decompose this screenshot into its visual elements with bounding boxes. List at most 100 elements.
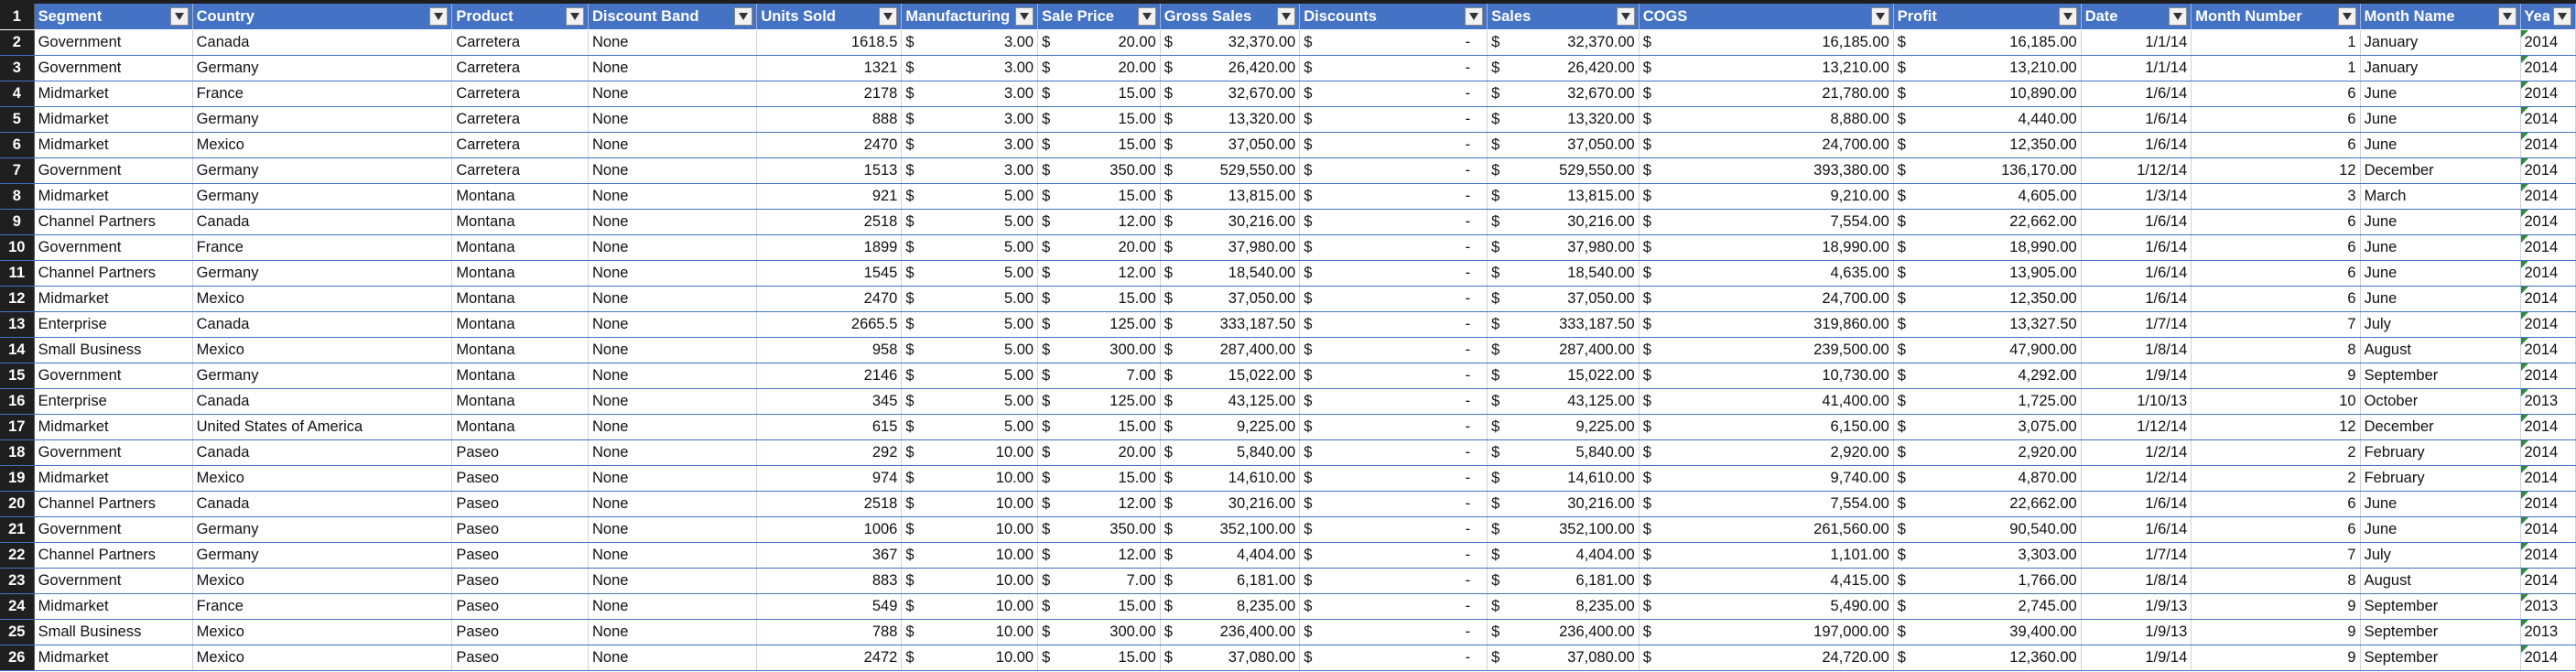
cell-date[interactable]: 1/12/14 [2082,415,2192,439]
cell-profit[interactable]: $13,905.00 [1894,261,2082,286]
cell-month-name[interactable]: September [2361,620,2521,645]
error-indicator-icon[interactable] [2520,492,2528,499]
cell-units-sold[interactable]: 1513 [757,158,903,183]
row-header[interactable]: 18 [0,440,35,465]
cell-sale-price[interactable]: $15.00 [1038,81,1161,106]
cell-units-sold[interactable]: 1321 [757,56,903,81]
cell-discount-band[interactable]: None [589,440,758,465]
cell-gross-sales[interactable]: $4,404.00 [1161,543,1301,568]
error-indicator-icon[interactable] [2520,56,2528,63]
cell-sale-price[interactable]: $15.00 [1038,466,1161,491]
cell-country[interactable]: Germany [193,517,453,542]
cell-discounts[interactable]: $ - [1300,56,1488,81]
cell-month-number[interactable]: 9 [2192,363,2361,388]
cell-manufacturing[interactable]: $10.00 [902,517,1039,542]
cell-segment[interactable]: Midmarket [35,287,193,311]
error-indicator-icon[interactable] [2520,363,2528,371]
cell-discount-band[interactable]: None [589,620,758,645]
cell-discount-band[interactable]: None [589,363,758,388]
cell-month-name[interactable]: January [2361,56,2521,81]
cell-gross-sales[interactable]: $529,550.00 [1161,158,1301,183]
cell-profit[interactable]: $12,350.00 [1894,287,2082,311]
cell-country[interactable]: France [193,235,453,260]
cell-units-sold[interactable]: 1545 [757,261,903,286]
row-header[interactable]: 11 [0,261,35,286]
cell-gross-sales[interactable]: $8,235.00 [1161,594,1301,619]
error-indicator-icon[interactable] [2520,645,2528,653]
cell-year[interactable]: 2014 [2520,107,2576,132]
cell-gross-sales[interactable]: $26,420.00 [1161,56,1301,81]
cell-sale-price[interactable]: $15.00 [1038,645,1161,670]
cell-units-sold[interactable]: 367 [757,543,903,568]
cell-date[interactable]: 1/6/14 [2082,107,2192,132]
cell-segment[interactable]: Channel Partners [35,261,193,286]
cell-segment[interactable]: Midmarket [35,81,193,106]
cell-date[interactable]: 1/6/14 [2082,261,2192,286]
filter-dropdown-icon[interactable] [734,7,753,26]
cell-discount-band[interactable]: None [589,415,758,439]
cell-year[interactable]: 2014 [2520,81,2576,106]
cell-month-number[interactable]: 10 [2192,389,2361,414]
cell-segment[interactable]: Midmarket [35,133,193,157]
cell-discounts[interactable]: $ - [1300,620,1488,645]
cell-year[interactable]: 2014 [2520,158,2576,183]
column-header-discounts[interactable]: Discounts [1300,4,1488,29]
cell-month-name[interactable]: July [2361,312,2521,337]
filter-dropdown-icon[interactable] [1277,7,1296,26]
row-header[interactable]: 22 [0,543,35,568]
cell-month-name[interactable]: October [2361,389,2521,414]
cell-gross-sales[interactable]: $37,080.00 [1161,645,1301,670]
cell-month-number[interactable]: 6 [2192,81,2361,106]
row-header[interactable]: 25 [0,620,35,645]
cell-manufacturing[interactable]: $10.00 [902,620,1039,645]
error-indicator-icon[interactable] [2520,440,2528,448]
cell-sale-price[interactable]: $7.00 [1038,569,1161,593]
cell-profit[interactable]: $13,327.50 [1894,312,2082,337]
cell-segment[interactable]: Government [35,56,193,81]
cell-discounts[interactable]: $ - [1300,363,1488,388]
cell-month-number[interactable]: 6 [2192,133,2361,157]
column-header-sales[interactable]: Sales [1488,4,1640,29]
cell-sale-price[interactable]: $300.00 [1038,338,1161,363]
cell-cogs[interactable]: $4,635.00 [1640,261,1894,286]
cell-date[interactable]: 1/6/14 [2082,287,2192,311]
cell-month-name[interactable]: January [2361,30,2521,55]
cell-profit[interactable]: $1,725.00 [1894,389,2082,414]
cell-cogs[interactable]: $2,920.00 [1640,440,1894,465]
cell-year[interactable]: 2013 [2520,594,2576,619]
cell-units-sold[interactable]: 2146 [757,363,903,388]
cell-profit[interactable]: $4,440.00 [1894,107,2082,132]
cell-discounts[interactable]: $ - [1300,415,1488,439]
cell-sale-price[interactable]: $350.00 [1038,158,1161,183]
cell-discounts[interactable]: $ - [1300,210,1488,234]
cell-units-sold[interactable]: 549 [757,594,903,619]
row-header[interactable]: 8 [0,184,35,209]
cell-discounts[interactable]: $ - [1300,440,1488,465]
cell-sales[interactable]: $529,550.00 [1488,158,1640,183]
error-indicator-icon[interactable] [2520,338,2528,345]
filter-dropdown-icon[interactable] [566,7,584,26]
cell-country[interactable]: Germany [193,261,453,286]
cell-product[interactable]: Montana [452,338,589,363]
cell-discount-band[interactable]: None [589,543,758,568]
cell-manufacturing[interactable]: $5.00 [902,235,1039,260]
cell-profit[interactable]: $4,292.00 [1894,363,2082,388]
cell-year[interactable]: 2014 [2520,287,2576,311]
cell-cogs[interactable]: $24,700.00 [1640,133,1894,157]
cell-product[interactable]: Montana [452,415,589,439]
cell-year[interactable]: 2014 [2520,543,2576,568]
cell-segment[interactable]: Government [35,363,193,388]
cell-profit[interactable]: $1,766.00 [1894,569,2082,593]
row-header[interactable]: 4 [0,81,35,106]
cell-cogs[interactable]: $21,780.00 [1640,81,1894,106]
cell-profit[interactable]: $12,350.00 [1894,133,2082,157]
column-header-discount-band[interactable]: Discount Band [589,4,758,29]
cell-manufacturing[interactable]: $10.00 [902,492,1039,516]
error-indicator-icon[interactable] [2520,312,2528,320]
column-header-product[interactable]: Product [452,4,589,29]
cell-sales[interactable]: $37,080.00 [1488,645,1640,670]
cell-cogs[interactable]: $8,880.00 [1640,107,1894,132]
cell-discount-band[interactable]: None [589,338,758,363]
cell-cogs[interactable]: $7,554.00 [1640,210,1894,234]
cell-discount-band[interactable]: None [589,235,758,260]
